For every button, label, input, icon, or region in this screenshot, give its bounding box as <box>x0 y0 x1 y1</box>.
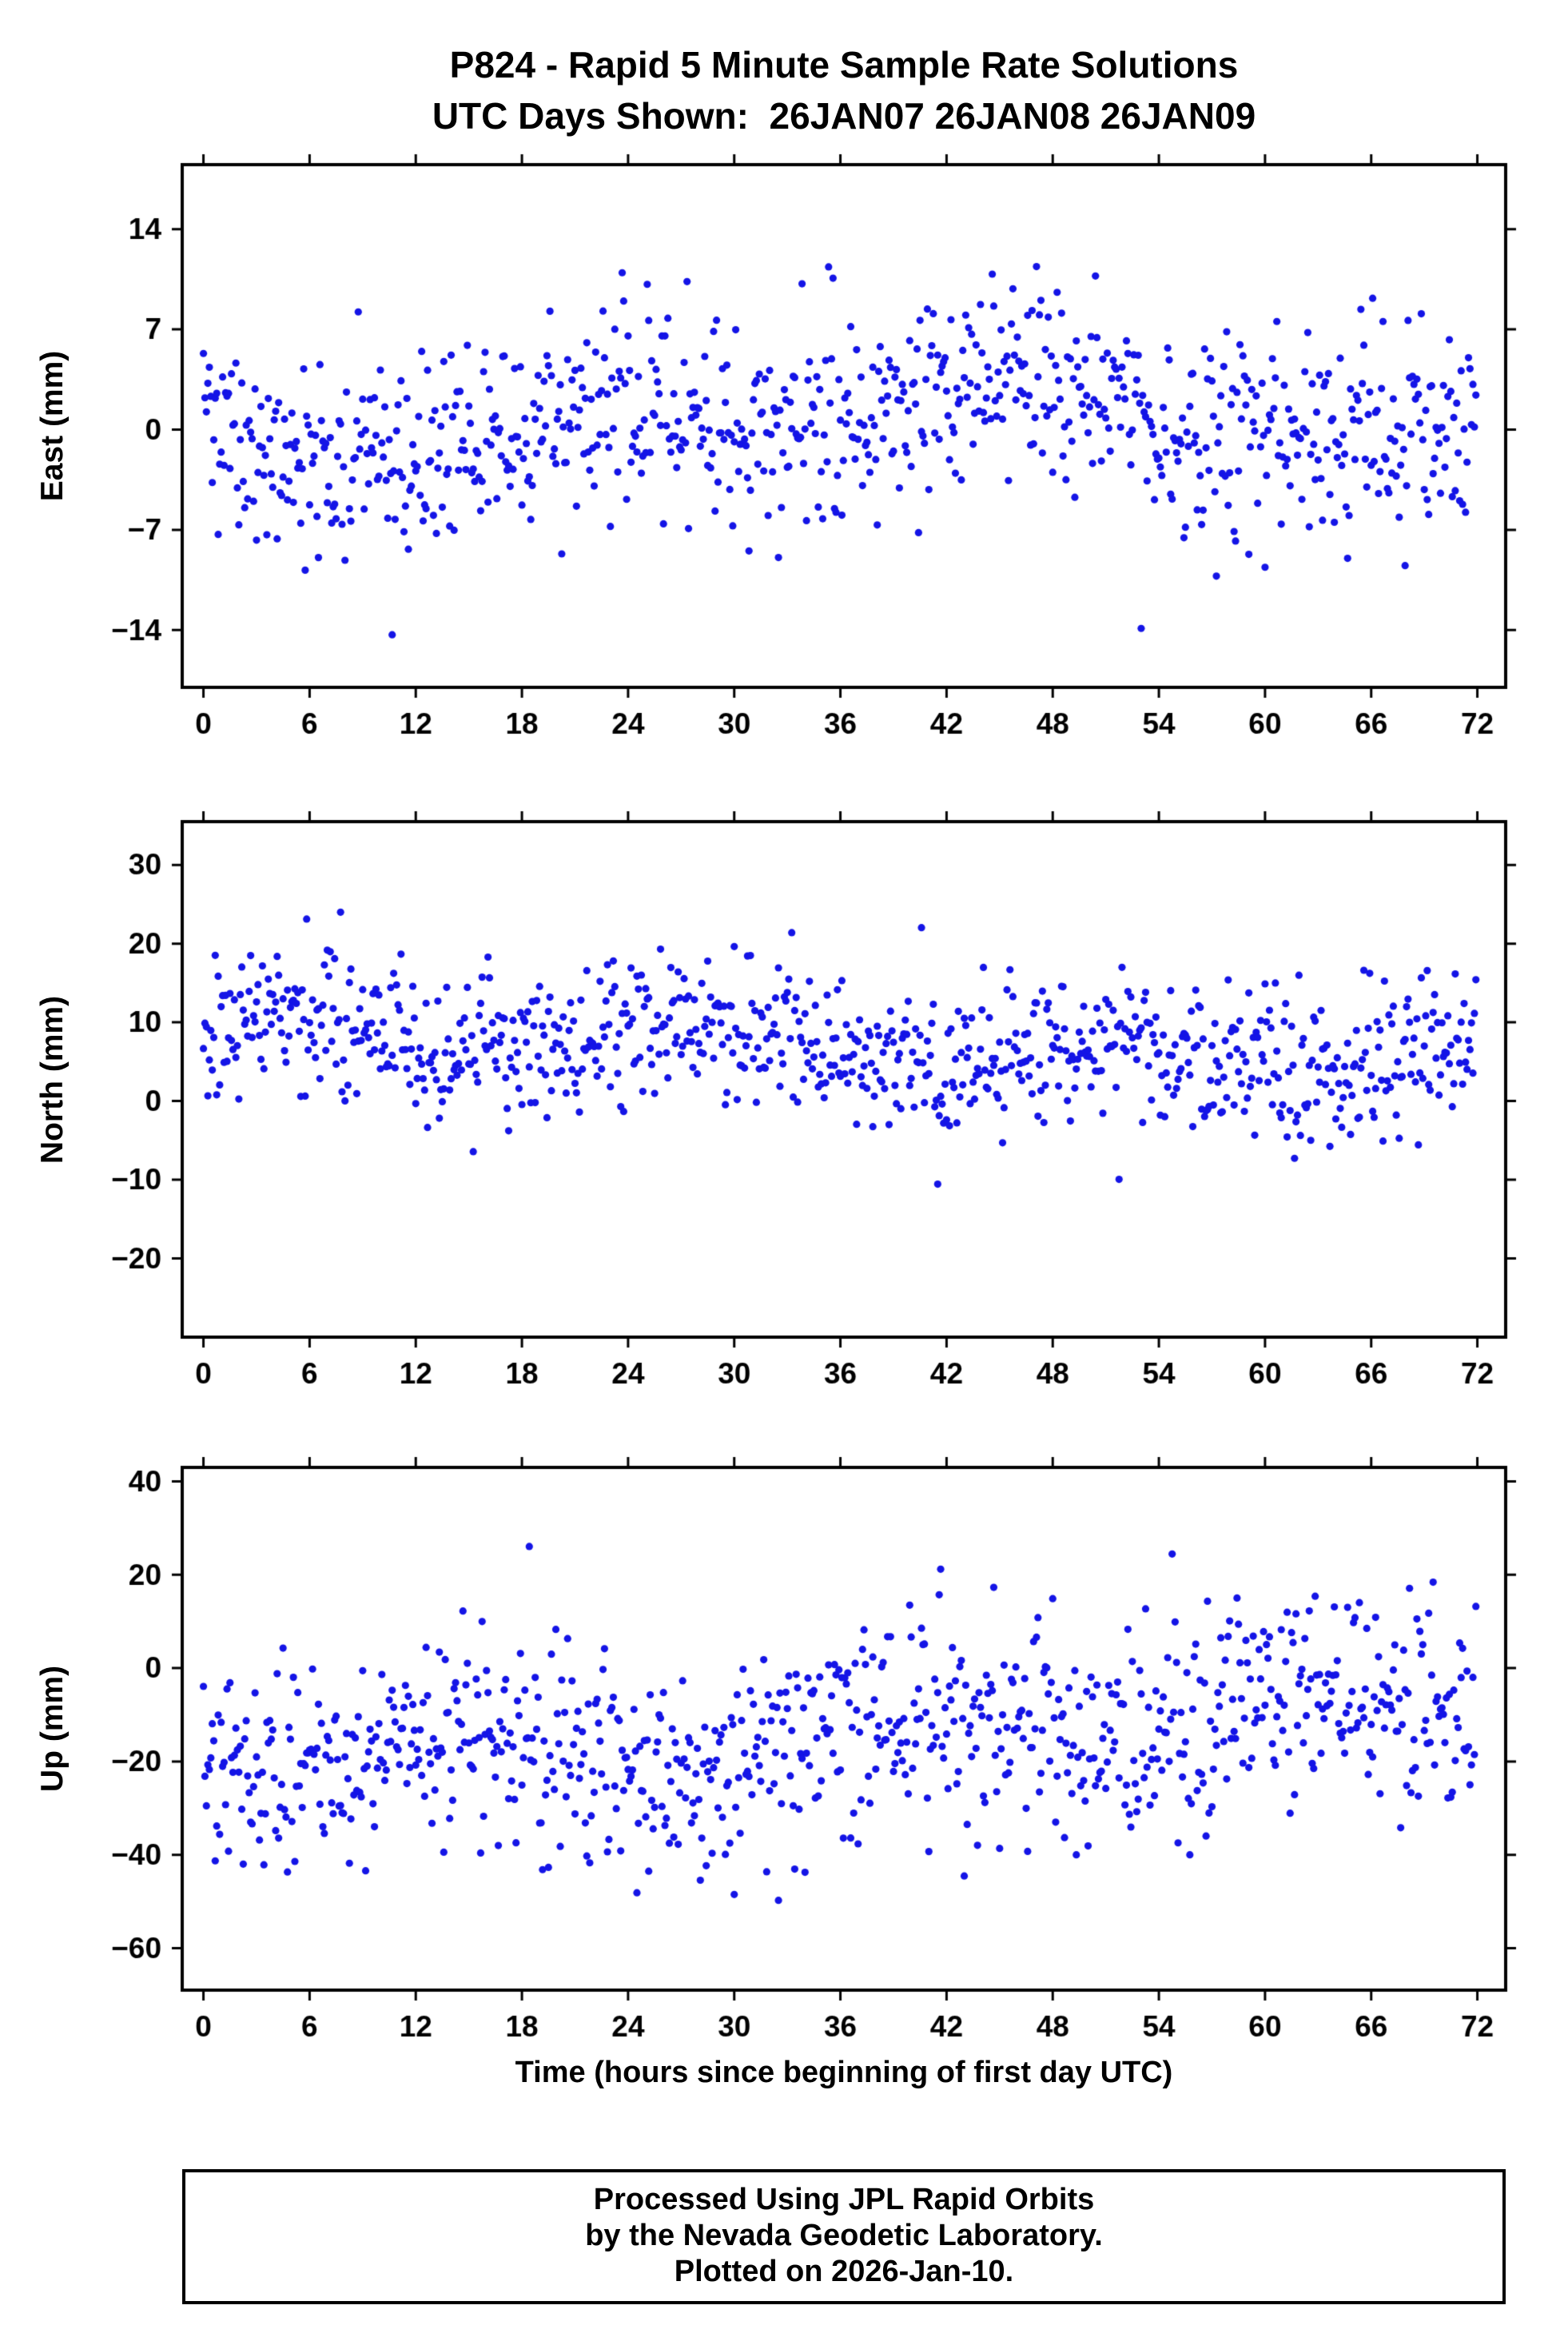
footer-line-1: Processed Using JPL Rapid Orbits <box>593 2183 1095 2216</box>
east-axis-label: East (mm) <box>35 350 70 502</box>
footer-line-3: Plotted on 2026-Jan-10. <box>674 2255 1014 2288</box>
chart-title-line1: P824 - Rapid 5 Minute Sample Rate Soluti… <box>449 44 1239 86</box>
up-axis-label: Up (mm) <box>35 1665 70 1793</box>
footer-line-2: by the Nevada Geodetic Laboratory. <box>585 2219 1103 2252</box>
footer-box: Processed Using JPL Rapid Orbits by the … <box>182 2169 1506 2304</box>
north-axis-label: North (mm) <box>35 995 70 1165</box>
chart-title-line2: UTC Days Shown: 26JAN07 26JAN08 26JAN09 <box>432 95 1256 137</box>
x-axis-label: Time (hours since beginning of first day… <box>515 2056 1173 2089</box>
